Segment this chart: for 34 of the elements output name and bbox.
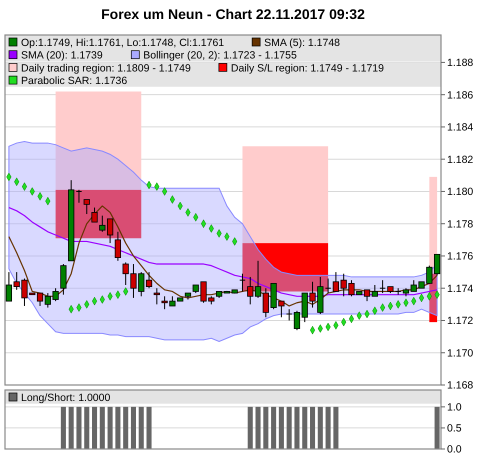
candlestick — [239, 273, 246, 292]
y-tick-label: 0.0 — [447, 444, 462, 456]
candlestick — [161, 296, 168, 310]
y-tick-label: 1.184 — [447, 122, 474, 134]
y-tick-label: 0.5 — [447, 422, 462, 435]
legend-label: Parabolic SAR: 1.1736 — [21, 75, 128, 88]
y-tick-label: 1.182 — [447, 154, 474, 166]
candlestick — [324, 278, 332, 294]
y-tick-label: 1.176 — [447, 250, 474, 263]
y-tick-label: 1.168 — [447, 380, 474, 392]
candlestick — [91, 207, 98, 223]
candlestick — [278, 300, 285, 318]
legend-label: SMA (5): 1.1748 — [264, 37, 340, 49]
legend-label: Op:1.1749, Hi:1.1761, Lo:1.1748, Cl:1.1761 — [21, 37, 224, 49]
candlestick — [60, 264, 67, 296]
legend-label: Daily trading region: 1.1809 - 1.1749 — [21, 62, 192, 74]
legend-label: SMA (20): 1.1739 — [21, 50, 103, 62]
y-tick-label: 1.170 — [447, 347, 474, 360]
y-tick-label: 1.188 — [447, 57, 474, 70]
candlestick — [154, 288, 160, 305]
legend-label: Long/Short: 1.0000 — [21, 392, 110, 404]
candlestick — [84, 199, 90, 215]
candlestick — [114, 231, 122, 262]
y-tick-label: 1.172 — [447, 315, 474, 328]
y-tick-label: 1.174 — [447, 282, 474, 295]
y-tick-label: 1.180 — [447, 186, 474, 198]
legend-label: Bollinger (20, 2): 1.1723 - 1.1755 — [143, 50, 297, 62]
chart-title: Forex um Neun - Chart 22.11.2017 09:32 — [101, 6, 366, 22]
y-tick-label: 1.186 — [447, 89, 474, 102]
y-tick-label: 1.0 — [447, 402, 462, 414]
y-tick-label: 1.178 — [447, 218, 474, 230]
candlestick — [286, 308, 292, 321]
legend-label: Daily S/L region: 1.1749 - 1.1719 — [230, 62, 384, 74]
candlestick — [379, 280, 386, 294]
